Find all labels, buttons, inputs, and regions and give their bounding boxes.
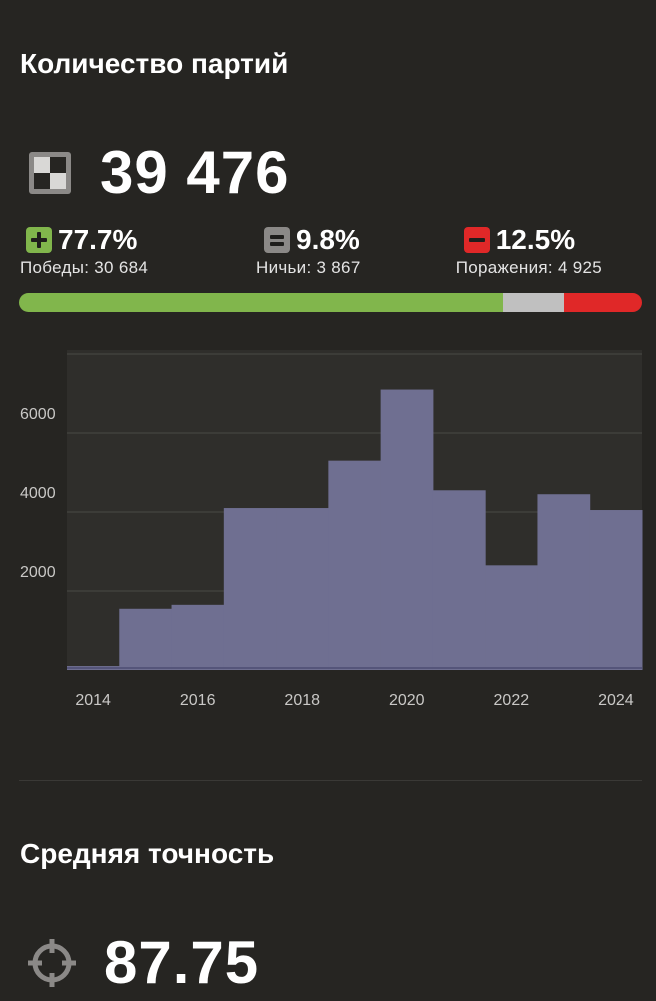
plus-icon [26, 227, 52, 253]
bar-2016 [171, 604, 225, 670]
results-progress-bar [19, 293, 642, 312]
x-tick-label: 2014 [75, 692, 111, 709]
equals-icon [264, 227, 290, 253]
draw-rate: 9.8% Ничьи: 3 867 [256, 224, 361, 278]
x-tick-label: 2016 [180, 692, 216, 709]
loss-percent: 12.5% [495, 224, 576, 255]
bar-2024 [589, 510, 643, 670]
draw-percent: 9.8% [296, 224, 360, 255]
bar-2015 [119, 608, 173, 670]
bar-2017 [223, 508, 277, 670]
games-total-value: 39 476 [100, 139, 290, 206]
x-tick-label: 2022 [494, 692, 530, 709]
games-total-stat: 39 476 [26, 140, 290, 206]
accuracy-stat: 87.75 [26, 930, 259, 996]
x-tick-label: 2020 [389, 692, 425, 709]
crosshair-icon [28, 939, 76, 987]
bar-2021 [432, 490, 486, 670]
x-tick-label: 2024 [598, 692, 634, 709]
chessboard-icon [29, 152, 71, 194]
bar-2018 [276, 508, 329, 670]
x-tick-label: 2018 [284, 692, 320, 709]
loss-segment [564, 293, 642, 312]
draw-count: Ничьи: 3 867 [256, 258, 361, 277]
y-tick-label: 4000 [20, 485, 56, 502]
draw-segment [503, 293, 565, 312]
games-per-year-chart: 2000 4000 6000 8000 2014 2016 2018 2020 2022 202… [20, 340, 643, 709]
games-count-title: Количество партий [20, 48, 289, 79]
y-tick-label: 8000 [20, 340, 56, 344]
win-rate: 77.7% Победы: 30 684 [20, 224, 148, 278]
win-segment [19, 293, 504, 312]
section-divider [19, 780, 642, 781]
y-tick-label: 2000 [20, 564, 56, 581]
accuracy-title: Средняя точность [20, 838, 275, 869]
accuracy-value: 87.75 [104, 929, 260, 996]
win-percent: 77.7% [58, 224, 138, 255]
bar-2022 [485, 565, 538, 670]
y-tick-label: 6000 [20, 406, 56, 423]
loss-rate: 12.5% Поражения: 4 925 [456, 224, 602, 278]
win-count: Победы: 30 684 [20, 258, 149, 277]
bar-2020 [380, 389, 434, 670]
minus-icon [463, 227, 490, 253]
bar-2023 [537, 494, 591, 670]
loss-count: Поражения: 4 925 [455, 258, 602, 277]
bar-2019 [328, 460, 382, 670]
